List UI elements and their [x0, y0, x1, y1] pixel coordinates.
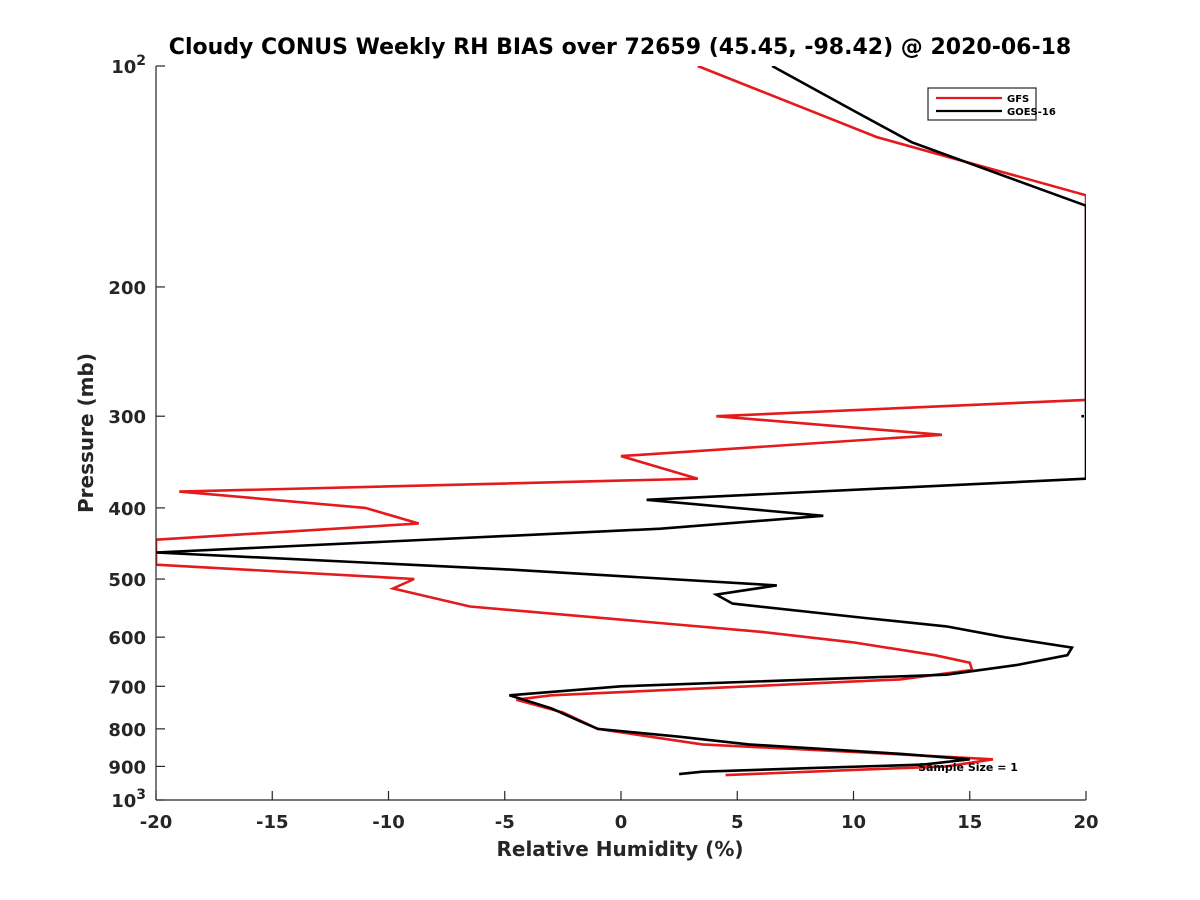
x-tick-label: -15 — [256, 812, 289, 833]
x-tick-label: -10 — [372, 812, 405, 833]
x-tick-label: 0 — [615, 812, 628, 833]
y-tick-label: 800 — [108, 720, 146, 741]
sample-size-annotation: Sample Size = 1 — [918, 761, 1018, 774]
x-tick-label: 20 — [1073, 812, 1098, 833]
x-tick-label: 5 — [731, 812, 744, 833]
y-tick-label: 900 — [108, 757, 146, 778]
y-axis-label: Pressure (mb) — [74, 353, 98, 513]
legend: GFS GOES-16 — [927, 87, 1056, 121]
x-axis-label: Relative Humidity (%) — [496, 837, 743, 861]
x-tick-label: 15 — [957, 812, 982, 833]
x-tick-label: 10 — [841, 812, 866, 833]
y-tick-label: 400 — [108, 499, 146, 520]
series-line-goes-16 — [156, 66, 1086, 776]
axes: -20 -15 -10 -5 0 5 10 15 20 102 200 300 400 500 600 700… — [108, 53, 1098, 833]
chart-title: Cloudy CONUS Weekly RH BIAS over 72659 (… — [169, 35, 1071, 60]
plot-area — [156, 66, 1086, 777]
y-tick-label: 600 — [108, 628, 146, 649]
legend-box — [927, 87, 1037, 121]
x-tick-label: -20 — [140, 812, 173, 833]
series-line-gfs — [156, 66, 1086, 777]
legend-label-gfs: GFS — [1007, 94, 1029, 105]
y-tick-label: 102 — [111, 53, 146, 78]
y-tick-label: 200 — [108, 278, 146, 299]
series-lines — [156, 66, 1086, 777]
y-tick-label: 300 — [108, 407, 146, 428]
legend-label-goes-16: GOES-16 — [1007, 107, 1056, 118]
y-tick-label: 700 — [108, 677, 146, 698]
x-tick-label: -5 — [495, 812, 515, 833]
y-tick-label: 500 — [108, 570, 146, 591]
y-tick-label: 103 — [111, 787, 146, 812]
